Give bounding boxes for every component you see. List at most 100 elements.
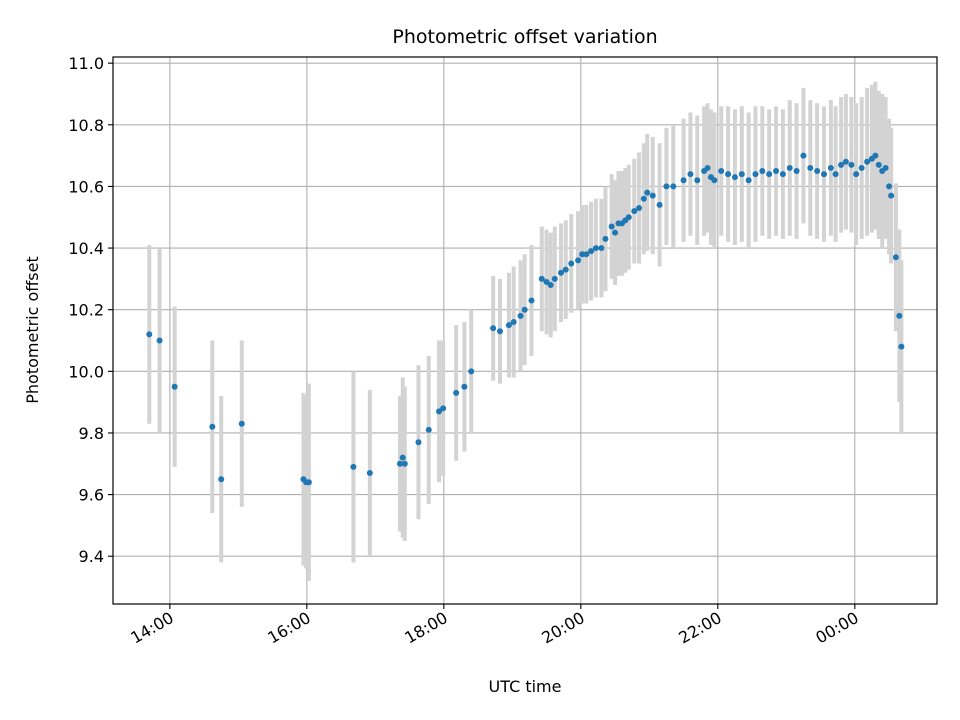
- data-point: [218, 476, 225, 483]
- x-axis-label: UTC time: [489, 677, 562, 696]
- data-point: [350, 463, 357, 470]
- data-point: [588, 248, 595, 255]
- data-point: [551, 275, 558, 282]
- y-tick-label: 10.8: [68, 116, 104, 135]
- data-point: [670, 183, 677, 190]
- data-point: [528, 297, 535, 304]
- data-point: [738, 171, 745, 178]
- data-point: [305, 479, 312, 486]
- data-point: [401, 460, 408, 467]
- data-point: [396, 460, 403, 467]
- y-tick-label: 9.6: [79, 486, 104, 505]
- data-point: [631, 208, 638, 215]
- data-point: [892, 254, 899, 261]
- data-point: [521, 306, 528, 313]
- data-point: [510, 319, 517, 326]
- data-point: [800, 152, 807, 159]
- data-point: [704, 164, 711, 171]
- y-tick-label: 10.6: [68, 177, 104, 196]
- data-point: [779, 171, 786, 178]
- data-point: [820, 171, 827, 178]
- data-point: [786, 164, 793, 171]
- data-point: [864, 158, 871, 165]
- data-point: [838, 161, 845, 168]
- data-point: [612, 229, 619, 236]
- data-point: [687, 171, 694, 178]
- data-point: [568, 260, 575, 267]
- data-point: [898, 343, 905, 350]
- data-point: [640, 195, 647, 202]
- y-tick-label: 10.0: [68, 362, 104, 381]
- data-point: [832, 171, 839, 178]
- data-point: [814, 168, 821, 175]
- data-point: [752, 171, 759, 178]
- data-point: [557, 269, 564, 276]
- data-point: [872, 152, 879, 159]
- data-point: [759, 168, 766, 175]
- data-point: [827, 164, 834, 171]
- data-point: [656, 201, 663, 208]
- y-tick-label: 10.2: [68, 301, 104, 320]
- data-points: [146, 152, 905, 486]
- y-tick-label: 10.4: [68, 239, 104, 258]
- data-point: [625, 214, 632, 221]
- data-point: [888, 192, 895, 199]
- data-point: [766, 171, 773, 178]
- data-point: [644, 189, 651, 196]
- data-point: [415, 439, 422, 446]
- data-point: [436, 408, 443, 415]
- data-point: [745, 177, 752, 184]
- data-point: [505, 322, 512, 329]
- y-tick-label: 11.0: [68, 54, 104, 73]
- data-point: [680, 177, 687, 184]
- data-point: [731, 174, 738, 181]
- data-point: [598, 245, 605, 252]
- y-axis-ticks: 9.4 9.6 9.8 10.0 10.2 10.4 10.6 10.8 11.0: [68, 54, 113, 566]
- plot-frame: [112, 56, 938, 605]
- data-point: [773, 168, 780, 175]
- data-point: [858, 164, 865, 171]
- data-point: [663, 183, 670, 190]
- data-point: [875, 161, 882, 168]
- data-point: [807, 164, 814, 171]
- data-point: [694, 177, 701, 184]
- data-point: [842, 158, 849, 165]
- data-point: [711, 177, 718, 184]
- data-point: [496, 328, 503, 335]
- data-point: [896, 312, 903, 319]
- data-point: [468, 368, 475, 375]
- data-point: [562, 266, 569, 273]
- data-point: [547, 282, 554, 289]
- data-point: [886, 183, 893, 190]
- data-point: [425, 426, 432, 433]
- data-point: [366, 470, 373, 477]
- data-point: [209, 423, 216, 430]
- data-point: [579, 251, 586, 258]
- y-axis-label: Photometric offset: [23, 256, 42, 404]
- data-point: [171, 383, 178, 390]
- data-point: [543, 278, 550, 285]
- data-point: [592, 245, 599, 252]
- data-point: [583, 251, 590, 258]
- data-point: [636, 205, 643, 212]
- data-point: [156, 337, 163, 344]
- data-point: [608, 223, 615, 230]
- data-point: [399, 454, 406, 461]
- data-point: [602, 235, 609, 242]
- y-tick-label: 9.4: [79, 547, 104, 566]
- data-point: [453, 389, 460, 396]
- data-point: [440, 405, 447, 412]
- data-point: [793, 168, 800, 175]
- data-point: [461, 383, 468, 390]
- data-point: [517, 312, 524, 319]
- data-point: [146, 331, 153, 338]
- data-point: [718, 168, 725, 175]
- y-tick-label: 9.8: [79, 424, 104, 443]
- data-point: [538, 275, 545, 282]
- data-point: [649, 192, 656, 199]
- data-point: [490, 325, 497, 332]
- data-point: [725, 171, 732, 178]
- data-point: [238, 420, 245, 427]
- data-point: [575, 257, 582, 264]
